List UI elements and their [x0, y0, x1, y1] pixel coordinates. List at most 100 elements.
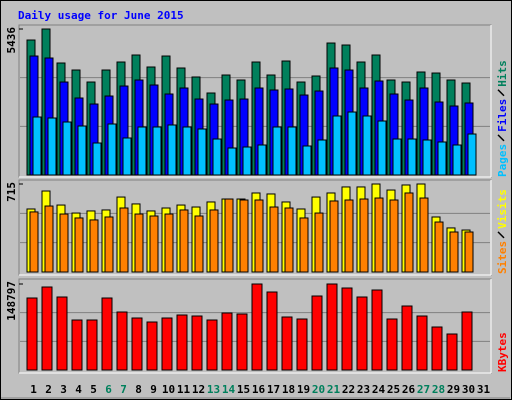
x-tick-label: 24 [372, 383, 386, 396]
bar [209, 209, 219, 273]
legend-label: Files [496, 99, 509, 132]
bar [197, 128, 207, 176]
x-tick-label: 27 [417, 383, 430, 396]
bar [221, 312, 233, 371]
bar [182, 126, 192, 176]
bar [374, 197, 384, 273]
x-tick-label: 19 [297, 383, 310, 396]
x-tick-label: 17 [267, 383, 280, 396]
x-tick-label: 11 [177, 383, 191, 396]
bar [47, 117, 57, 176]
legend-label: Sites [496, 241, 509, 274]
bar [122, 137, 132, 176]
x-tick-label: 4 [75, 383, 82, 396]
x-tick-label: 30 [462, 383, 475, 396]
y-tick-label: 5436 [5, 27, 18, 54]
bar [254, 199, 264, 273]
y-tick-label: 148797 [5, 281, 18, 321]
bar [26, 297, 38, 371]
bar [89, 219, 99, 273]
legend-label: Visits [496, 189, 509, 229]
x-tick-label: 20 [312, 383, 325, 396]
bar [356, 296, 368, 371]
bar [29, 211, 39, 273]
bar [449, 231, 459, 273]
bar [422, 139, 432, 176]
bar [314, 212, 324, 273]
bar [284, 207, 294, 273]
bar [419, 197, 429, 273]
bar [227, 147, 237, 176]
bar [167, 124, 177, 176]
bar [329, 200, 339, 273]
x-tick-label: 6 [105, 383, 112, 396]
x-tick-label: 15 [237, 383, 250, 396]
bar [302, 145, 312, 176]
bar [362, 115, 372, 176]
bar [137, 126, 147, 176]
x-tick-label: 5 [90, 383, 97, 396]
bar [404, 192, 414, 273]
legend-label: Pages [496, 144, 509, 177]
x-tick-label: 16 [252, 383, 266, 396]
bar [74, 217, 84, 273]
bar [71, 319, 83, 371]
bar [326, 283, 338, 371]
x-tick-label: 14 [222, 383, 236, 396]
bar [146, 321, 158, 371]
bar [344, 199, 354, 273]
bar [179, 209, 189, 273]
bar [164, 213, 174, 273]
bar [131, 317, 143, 371]
bar [266, 291, 278, 371]
bar [401, 305, 413, 371]
bar [296, 318, 308, 371]
bar [152, 126, 162, 176]
bar [161, 317, 173, 371]
bar [332, 115, 342, 176]
x-tick-label: 31 [477, 383, 491, 396]
bar [434, 221, 444, 273]
chart-title: Daily usage for June 2015 [18, 9, 184, 22]
bar [44, 205, 54, 273]
bar [287, 126, 297, 176]
bar [62, 121, 72, 176]
bar [464, 231, 474, 273]
legend-label: KBytes [496, 332, 509, 372]
bar [239, 199, 249, 273]
bar [446, 333, 458, 371]
x-tick-label: 26 [402, 383, 416, 396]
x-tick-label: 7 [120, 383, 127, 396]
bar [224, 198, 234, 273]
y-tick-label: 715 [5, 182, 18, 202]
bar [341, 287, 353, 371]
bar [32, 116, 42, 176]
bar [176, 314, 188, 371]
bar [257, 144, 267, 176]
bar [437, 141, 447, 176]
bar [311, 295, 323, 371]
bar [281, 316, 293, 371]
bar [317, 139, 327, 176]
bar [212, 138, 222, 176]
bar [104, 216, 114, 273]
bar [77, 125, 87, 176]
bar [92, 142, 102, 176]
bar [242, 146, 252, 176]
x-tick-label: 2 [45, 383, 52, 396]
bar [194, 215, 204, 273]
bar [371, 289, 383, 371]
bar [359, 198, 369, 273]
legend-label: Hits [496, 60, 509, 87]
bar [116, 311, 128, 371]
x-tick-label: 13 [207, 383, 220, 396]
legend-separator [497, 89, 505, 97]
bar [461, 311, 473, 371]
bar [416, 315, 428, 371]
x-tick-label: 28 [432, 383, 445, 396]
bar [377, 120, 387, 176]
bar [272, 126, 282, 176]
bar [389, 199, 399, 273]
